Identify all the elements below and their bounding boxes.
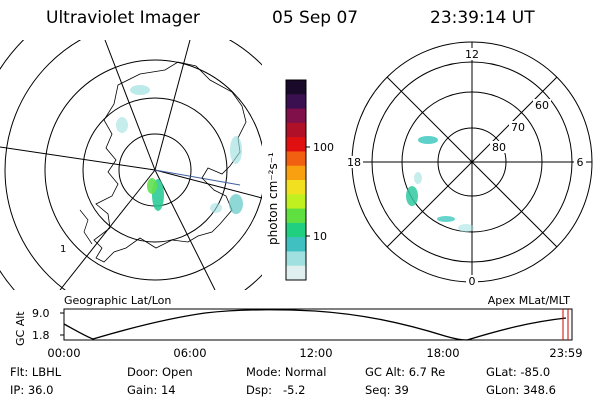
geo-map-caption: Geographic Lat/Lon [64,294,171,307]
status-glat: GLat: -85.0 [486,365,551,379]
app-title: Ultraviolet Imager [46,8,200,28]
geo-lat-ring [4,40,262,290]
geo-aurora-emission [116,85,243,214]
header-time: 23:39:14 UT [430,8,535,28]
geo-marker-label: 1 [60,244,66,255]
aurora-blob [229,194,243,214]
colorbar-cell [286,80,306,95]
lat-label-80: 80 [492,141,506,154]
altitude-xtick-label: 23:59 [549,346,582,360]
mlt-label-12: 12 [465,48,479,61]
colorbar-cell [286,108,306,124]
geo-lat-ring [44,59,262,281]
colorbar-label: photon cm⁻²s⁻¹ [266,152,280,245]
altitude-xtick-label: 12:00 [299,346,332,360]
label-bg [343,156,363,168]
colorbar-tick-label: 10 [313,230,327,243]
lat-label-70: 70 [511,121,525,134]
aurora-blob [458,224,474,232]
geo-lat-ring [0,0,375,390]
label-bg [533,99,551,111]
polar-map [351,41,593,283]
geo-lat-ring [82,97,228,243]
aurora-blob [418,136,438,144]
aurora-blob [230,136,242,164]
colorbar-cell [286,122,306,138]
polar-map-caption: Apex MLat/MLT [488,294,571,307]
geo-meridian [154,169,216,290]
geo-meridian [154,40,191,171]
label-bg [490,141,508,153]
colorbar-tick-label: 100 [313,141,334,154]
status-door: Door: Open [127,365,193,379]
colorbar-cell [286,137,306,152]
status-mode: Mode: Normal [246,365,327,379]
colorbar-frame [285,79,307,281]
polar-meridian [386,76,558,248]
aurora-blob [210,203,222,213]
altitude-ylabel: GC Alt [14,311,27,346]
coastline-fragment [79,209,93,245]
label-bg [509,121,527,133]
colorbar-cell [286,265,306,281]
colorbar-cell [286,251,306,267]
status-filter: Flt: LBHL [10,365,62,379]
label-bg [574,156,586,168]
status-glon: GLon: 348.6 [486,383,556,397]
aurora-blob [116,117,128,133]
aurora-blob [406,186,418,206]
status-gc-alt: GC Alt: 6.7 Re [365,365,446,379]
mlt-label-18: 18 [347,156,361,169]
aurora-blob [437,216,455,222]
altitude-ytick-label: 1.8 [32,329,50,342]
altitude-plot-frame [63,308,573,341]
mlt-label-0: 0 [469,275,476,288]
status-seq: Seq: 39 [365,383,409,397]
geo-meridian [104,40,156,171]
colorbar-cell [286,165,306,181]
colorbar-cell [286,151,306,167]
altitude-ytick-label: 9.0 [32,307,50,320]
aurora-blob [414,172,422,184]
geo-meridian [0,146,156,171]
status-ip: IP: 36.0 [10,383,54,397]
aurora-blob [130,85,150,95]
sun-line [154,169,241,186]
aurora-blob [147,178,157,194]
colorbar-cell [286,237,306,252]
colorbar-cell [286,208,306,224]
geographic-map [0,0,375,390]
colorbar-cell [286,94,306,110]
altitude-xtick-label: 00:00 [47,346,80,360]
header-date: 05 Sep 07 [272,8,359,28]
colorbar-cell [286,180,306,195]
label-bg [465,48,479,60]
lat-label-60: 60 [535,99,549,112]
colorbar [286,80,306,281]
mlt-label-6: 6 [577,156,584,169]
status-dsp: Dsp: -5.2 [246,383,306,397]
coastline [93,61,247,263]
label-bg [466,275,478,287]
colorbar-cell [286,194,306,210]
altitude-curve [63,309,567,341]
colorbar-cell [286,222,306,238]
altitude-xtick-label: 06:00 [173,346,206,360]
polar-aurora-emission [406,136,474,232]
status-gain: Gain: 14 [127,383,176,397]
altitude-xtick-label: 18:00 [426,346,459,360]
